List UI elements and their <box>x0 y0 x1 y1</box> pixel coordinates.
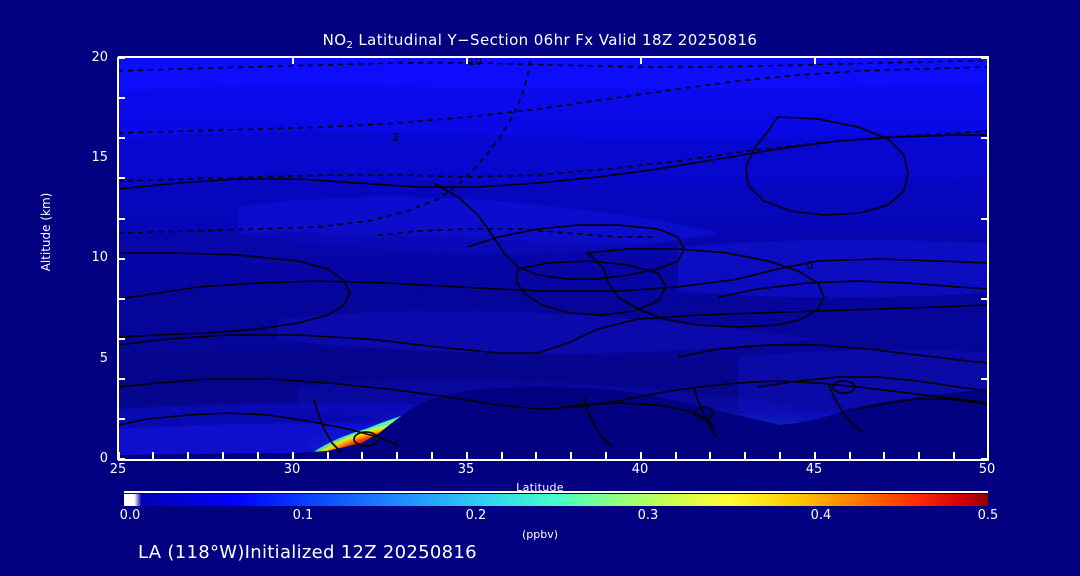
x-tick-minor <box>605 452 607 459</box>
colorbar-unit-label: (ppbv) <box>521 528 559 541</box>
y-tick-label-5: 5 <box>99 351 108 366</box>
x-axis-title: Latitude <box>516 481 564 494</box>
colorbar-tick-label-4: 0.4 <box>810 508 832 523</box>
x-tick-top <box>814 57 816 64</box>
y-tick-20 <box>118 57 125 59</box>
x-tick-minor <box>779 452 781 459</box>
cross-section-image: 0 0 -10 2 <box>118 57 988 459</box>
y-tick-minor <box>118 97 125 99</box>
x-tick-minor <box>327 452 329 459</box>
colorbar-top-line <box>124 491 988 493</box>
figure-caption: LA (118°W)Initialized 12Z 20250816 <box>138 542 477 563</box>
x-tick-minor <box>953 452 955 459</box>
svg-text:-10: -10 <box>464 57 482 68</box>
svg-text:2: 2 <box>393 131 400 144</box>
x-tick-label-50: 50 <box>978 462 996 477</box>
x-tick-minor <box>709 452 711 459</box>
x-tick-minor <box>501 452 503 459</box>
chart-title-pre: NO <box>322 31 347 49</box>
x-tick-minor <box>257 452 259 459</box>
y-tick-minor <box>118 177 125 179</box>
y-axis-title: Altitude (km) <box>39 192 53 272</box>
x-tick-minor <box>152 452 154 459</box>
x-tick-top <box>292 57 294 64</box>
y-tick-label-20: 20 <box>91 50 108 65</box>
x-tick-label-25: 25 <box>109 462 127 477</box>
x-tick-label-45: 45 <box>805 462 823 477</box>
y-tick-right <box>981 57 988 59</box>
right-frame-line <box>987 57 989 460</box>
x-tick-minor <box>431 452 433 459</box>
x-tick-label-30: 30 <box>283 462 301 477</box>
x-tick-40 <box>640 452 642 459</box>
colorbar-tick-label-5: 0.5 <box>977 508 999 523</box>
x-tick-minor <box>187 452 189 459</box>
x-tick-45 <box>814 452 816 459</box>
y-tick-minor <box>118 418 125 420</box>
y-tick-minor <box>118 338 125 340</box>
y-tick-5 <box>118 258 125 260</box>
x-tick-minor <box>396 452 398 459</box>
top-frame-line <box>118 56 989 58</box>
x-tick-minor <box>222 452 224 459</box>
colorbar-tick-label-0: 0.0 <box>119 508 141 523</box>
x-tick-30 <box>292 452 294 459</box>
x-tick-minor <box>744 452 746 459</box>
contour-label-0: 0 <box>807 259 814 272</box>
chart-title: NO2 Latitudinal Y−Section 06hr Fx Valid … <box>0 31 1080 51</box>
y-tick-minor <box>118 298 125 300</box>
x-tick-minor <box>361 452 363 459</box>
cross-section-plot-area: 0 0 -10 2 <box>118 57 988 459</box>
x-tick-minor <box>570 452 572 459</box>
chart-title-subscript: 2 <box>346 40 354 51</box>
y-tick-minor <box>118 218 125 220</box>
x-tick-minor <box>883 452 885 459</box>
x-tick-minor <box>918 452 920 459</box>
x-tick-minor <box>535 452 537 459</box>
y-tick-right <box>981 458 988 460</box>
colorbar-tick-label-3: 0.3 <box>637 508 659 523</box>
colorbar-tick-label-1: 0.1 <box>292 508 314 523</box>
x-tick-50 <box>987 452 989 459</box>
x-tick-35 <box>466 452 468 459</box>
colorbar-tick-label-2: 0.2 <box>465 508 487 523</box>
y-tick-minor <box>118 137 125 139</box>
y-tick-label-0: 0 <box>99 451 108 466</box>
y-tick-right <box>981 137 988 139</box>
y-tick-minor <box>118 378 125 380</box>
y-tick-right <box>981 378 988 380</box>
y-tick-0 <box>118 458 125 460</box>
x-tick-label-35: 35 <box>457 462 475 477</box>
x-tick-25 <box>118 452 120 459</box>
x-tick-minor <box>675 452 677 459</box>
x-tick-minor <box>849 452 851 459</box>
x-tick-top <box>466 57 468 64</box>
x-tick-top <box>640 57 642 64</box>
y-tick-right <box>981 218 988 220</box>
y-tick-right <box>981 298 988 300</box>
chart-title-post: Latitudinal Y−Section 06hr Fx Valid 18Z … <box>353 31 758 49</box>
y-tick-label-10: 10 <box>91 250 108 265</box>
x-axis-line <box>118 459 989 461</box>
x-tick-label-40: 40 <box>631 462 649 477</box>
y-tick-label-15: 15 <box>91 150 108 165</box>
colorbar <box>124 494 988 506</box>
